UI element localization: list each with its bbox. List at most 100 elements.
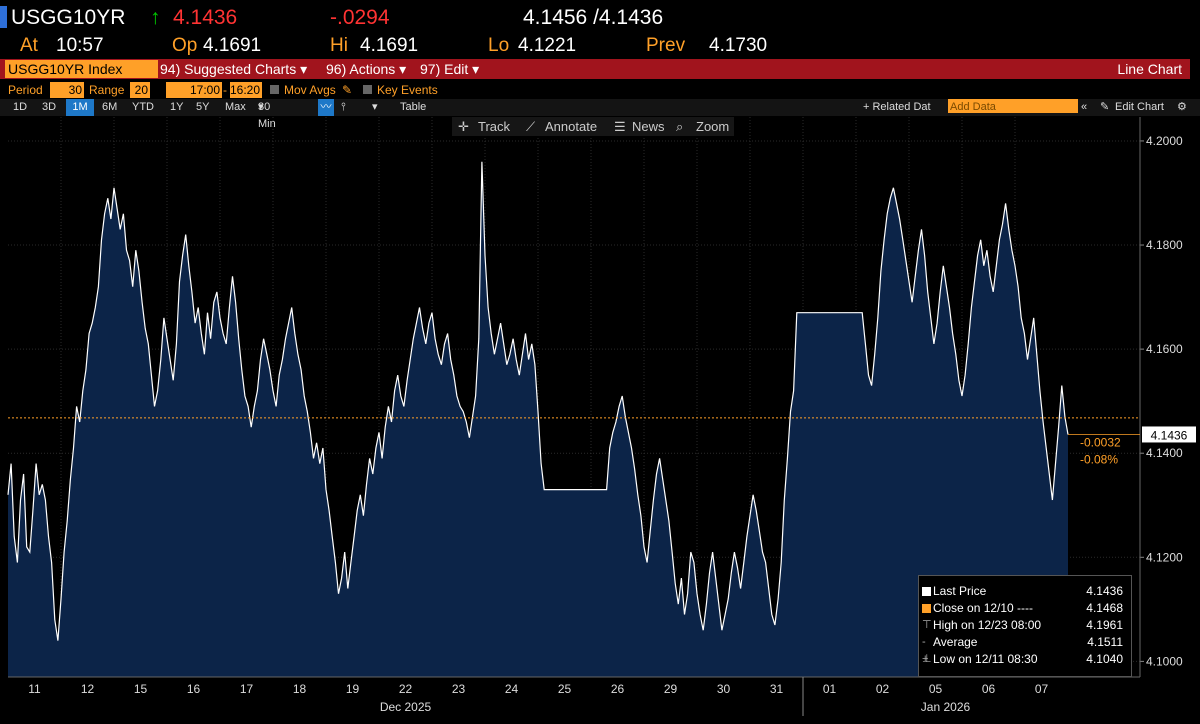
range-end-input[interactable]: 16:20: [230, 82, 262, 98]
tab-1d[interactable]: 1D: [13, 101, 28, 113]
legend-value: 4.1468: [1086, 601, 1123, 615]
legend-label: Average: [933, 635, 978, 649]
legend-label: Low on 12/11 08:30: [933, 652, 1038, 666]
x-tick-label: 25: [558, 682, 572, 696]
y-tick-label: 4.1200: [1146, 550, 1183, 564]
y-tick-label: 4.1400: [1146, 446, 1183, 460]
open-value: 4.1691: [203, 35, 262, 56]
legend-value: 4.1511: [1087, 635, 1123, 649]
x-tick-label: 18: [293, 682, 307, 696]
month-label-dec: Dec 2025: [380, 700, 432, 714]
open-label: Op: [172, 35, 198, 56]
key-events-label[interactable]: Key Events: [377, 83, 438, 97]
change-label: -0.0032: [1080, 435, 1121, 449]
x-tick-label: 24: [505, 682, 519, 696]
tab-5y[interactable]: 5Y: [196, 101, 210, 113]
tab-1y[interactable]: 1Y: [170, 101, 184, 113]
tab-6m[interactable]: 6M: [102, 101, 118, 113]
annotate-button[interactable]: Annotate: [545, 119, 598, 134]
x-tick-label: 01: [823, 682, 837, 696]
news-icon[interactable]: ☰: [614, 119, 626, 134]
chart-legend: Last Price 4.1436 Close on 12/10 ---- 4.…: [918, 575, 1132, 677]
x-tick-label: 11: [28, 682, 41, 696]
chart-style-dropdown-icon[interactable]: ▾: [372, 101, 378, 113]
legend-label: Close on 12/10 ----: [933, 601, 1034, 615]
table-button[interactable]: Table: [400, 101, 427, 113]
x-tick-label: 05: [929, 682, 943, 696]
tab-1m[interactable]: 1M: [66, 99, 94, 116]
security-field[interactable]: USGG10YR Index: [5, 60, 158, 78]
gear-icon[interactable]: ⚙: [1177, 101, 1187, 113]
x-tick-label: 29: [664, 682, 678, 696]
x-tick-label: 26: [611, 682, 625, 696]
bar-chart-icon[interactable]: ⫯: [341, 101, 346, 113]
up-arrow-icon: ↑: [150, 6, 161, 29]
period-tabs: 1D 3D 1M 6M YTD 1Y 5Y Max 30 Min ▾ 〰 ⫯ ▾…: [0, 99, 1200, 130]
range-input[interactable]: 20: [130, 82, 150, 98]
x-tick-label: 16: [187, 682, 201, 696]
y-axis: 4.2000 4.1800 4.1600 4.1400 4.1200 4.1000: [1139, 117, 1183, 677]
legend-row-low: ⊥ Low on 12/11 08:30 4.1040: [919, 651, 1131, 668]
mov-avgs-checkbox[interactable]: [270, 85, 279, 94]
edit-menu[interactable]: 97) Edit ▾: [420, 60, 479, 78]
period-input[interactable]: 30: [50, 82, 84, 98]
x-tick-label: 07: [1035, 682, 1049, 696]
x-tick-label: 22: [399, 682, 413, 696]
month-label-jan: Jan 2026: [921, 700, 971, 714]
dropdown-arrow-icon: ▾: [472, 61, 480, 77]
zoom-icon[interactable]: ⌕: [676, 119, 684, 134]
legend-label: Last Price: [933, 584, 987, 598]
crosshair-icon[interactable]: ✛: [458, 119, 469, 134]
related-data-button[interactable]: + Related Dat: [863, 101, 931, 113]
x-tick-label: 02: [876, 682, 890, 696]
pencil-icon[interactable]: ✎: [342, 83, 353, 97]
y-tick-label: 4.2000: [1146, 134, 1183, 148]
dropdown-arrow-icon: ▾: [399, 61, 407, 77]
prev-value: 4.1730: [709, 35, 768, 56]
legend-row-high: ⊤ High on 12/23 08:00 4.1961: [919, 617, 1131, 634]
actions-label: 96) Actions: [326, 61, 396, 77]
annotate-icon[interactable]: ⟋: [526, 119, 536, 134]
legend-value: 4.1040: [1086, 652, 1123, 666]
collapse-icon[interactable]: «: [1081, 101, 1088, 113]
y-tick-label: 4.1600: [1146, 342, 1183, 356]
y-tick-label: 4.1800: [1146, 238, 1183, 252]
x-tick-label: 19: [346, 682, 360, 696]
edit-chart-button[interactable]: Edit Chart: [1115, 101, 1164, 113]
zoom-button[interactable]: Zoom: [696, 119, 730, 134]
quote-header: USGG10YR ↑ 4.1436 -.0294 4.1456 /4.1436: [0, 0, 1200, 34]
mov-avgs-label[interactable]: Mov Avgs: [284, 83, 336, 97]
range-label: Range: [89, 83, 125, 97]
suggested-charts-label: 94) Suggested Charts: [160, 61, 297, 77]
ticker-marker: [0, 6, 7, 28]
suggested-charts-menu[interactable]: 94) Suggested Charts ▾: [160, 60, 307, 78]
chart-type-label[interactable]: Line Chart: [1117, 61, 1182, 77]
dropdown-arrow-icon: ▾: [258, 101, 264, 113]
x-tick-label: 30: [717, 682, 731, 696]
news-button[interactable]: News: [632, 119, 665, 134]
range-start-input[interactable]: 17:00: [166, 82, 222, 98]
line-chart-icon[interactable]: 〰: [318, 99, 334, 116]
legend-row-last: Last Price 4.1436: [919, 583, 1131, 600]
close-swatch-icon: [922, 604, 931, 613]
last-value-label: 4.1436: [1151, 428, 1188, 442]
interval-label: 30 Min: [258, 101, 276, 130]
x-tick-label: 12: [81, 682, 95, 696]
high-label: Hi: [330, 35, 348, 56]
y-tick-label: 4.1000: [1146, 654, 1183, 668]
key-events-checkbox[interactable]: [363, 85, 372, 94]
ticker-symbol[interactable]: USGG10YR: [11, 6, 126, 29]
legend-row-close: Close on 12/10 ---- 4.1468: [919, 600, 1131, 617]
net-change: -.0294: [330, 6, 390, 29]
tab-3d[interactable]: 3D: [42, 101, 57, 113]
pencil-icon[interactable]: ✎: [1100, 101, 1110, 113]
add-data-input[interactable]: Add Data: [948, 99, 1078, 113]
actions-menu[interactable]: 96) Actions ▾: [326, 60, 406, 78]
track-button[interactable]: Track: [478, 119, 511, 134]
menu-bar: USGG10YR Index 94) Suggested Charts ▾ 96…: [0, 59, 1190, 79]
last-price-swatch-icon: [922, 587, 931, 596]
tab-max[interactable]: Max: [225, 101, 246, 113]
chart-toolbar: ✛ Track ⟋ Annotate ☰ News ⌕ Zoom: [452, 117, 734, 136]
tab-ytd[interactable]: YTD: [132, 101, 154, 113]
